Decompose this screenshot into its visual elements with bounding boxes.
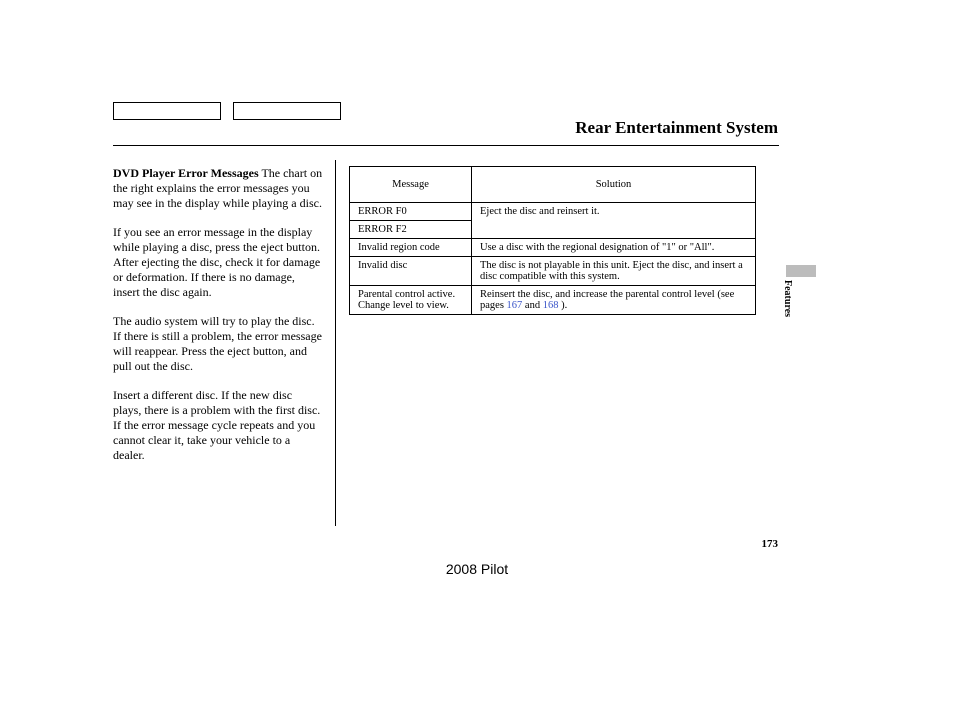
paragraph-4: Insert a different disc. If the new disc… [113, 388, 323, 463]
page-title: Rear Entertainment System [575, 118, 778, 138]
cell-message: ERROR F0 [350, 203, 472, 221]
header-box-1 [113, 102, 221, 120]
title-rule [113, 145, 779, 146]
table-row: Parental control active. Change level to… [350, 286, 756, 315]
paragraph-1: DVD Player Error Messages The chart on t… [113, 166, 323, 211]
page-number: 173 [762, 538, 779, 550]
header-box-2 [233, 102, 341, 120]
footer-model-year: 2008 Pilot [0, 561, 954, 577]
column-divider [335, 160, 336, 526]
cell-message: ERROR F2 [350, 221, 472, 239]
table-row: Invalid discThe disc is not playable in … [350, 257, 756, 286]
paragraph-3: The audio system will try to play the di… [113, 314, 323, 374]
cell-message: Invalid disc [350, 257, 472, 286]
col-header-message: Message [350, 167, 472, 203]
error-messages-table: Message Solution ERROR F0Eject the disc … [349, 166, 756, 315]
cell-solution: Reinsert the disc, and increase the pare… [472, 286, 756, 315]
section-tab-label: Features [782, 280, 793, 317]
page-link[interactable]: 168 [543, 300, 559, 311]
table-row: Invalid region codeUse a disc with the r… [350, 239, 756, 257]
table-header-row: Message Solution [350, 167, 756, 203]
body-text-column: DVD Player Error Messages The chart on t… [113, 166, 323, 477]
paragraph-2: If you see an error message in the displ… [113, 225, 323, 300]
cell-solution: The disc is not playable in this unit. E… [472, 257, 756, 286]
cell-solution: Use a disc with the regional designation… [472, 239, 756, 257]
cell-message: Invalid region code [350, 239, 472, 257]
col-header-solution: Solution [472, 167, 756, 203]
cell-solution: Eject the disc and reinsert it. [472, 203, 756, 239]
cell-message: Parental control active. Change level to… [350, 286, 472, 315]
section-tab-marker [786, 265, 816, 277]
page-link[interactable]: 167 [507, 300, 523, 311]
header-empty-boxes [113, 102, 341, 120]
table-row: ERROR F0Eject the disc and reinsert it. [350, 203, 756, 221]
section-subhead: DVD Player Error Messages [113, 166, 259, 180]
